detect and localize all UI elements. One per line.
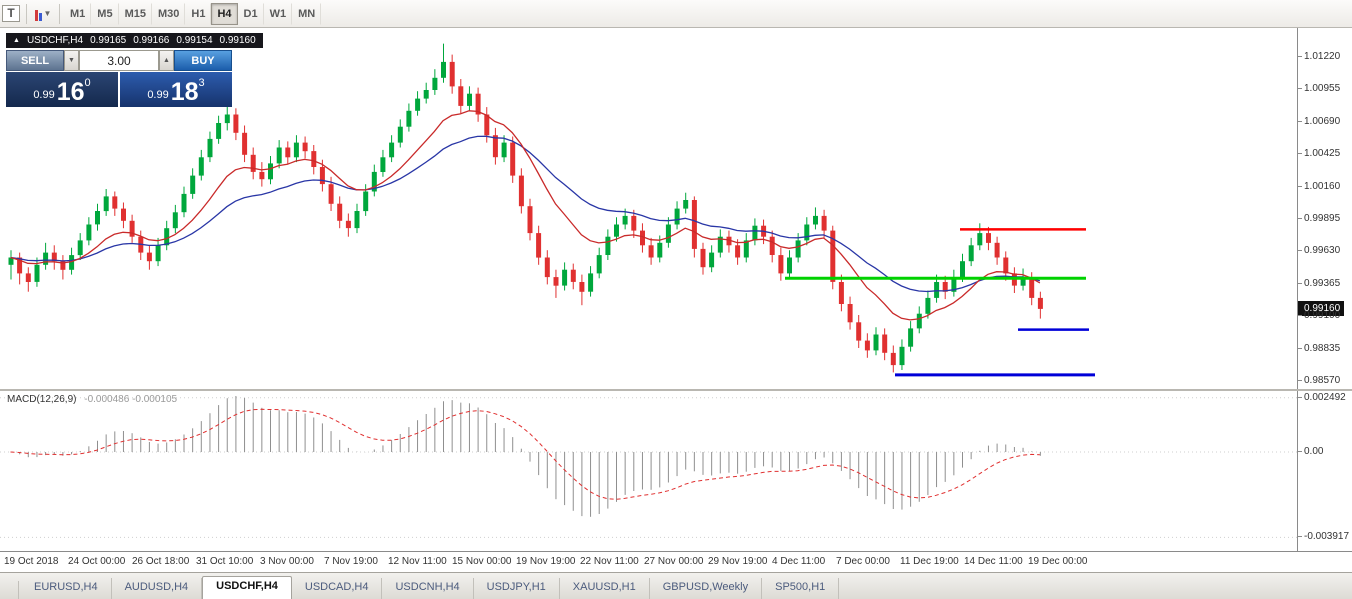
timeframe-button-w1[interactable]: W1 [264,2,293,25]
macd-indicator-panel[interactable]: MACD(12,26,9) -0.000486 -0.000105 0.0024… [0,391,1352,551]
chart-tab-xauusd-h1[interactable]: XAUUSD,H1 [560,578,650,599]
macd-label: MACD(12,26,9) [7,394,77,405]
sell-price-display[interactable]: 0.99 16 0 [6,72,118,107]
timeframe-button-mn[interactable]: MN [292,2,322,25]
toolbar-separator [59,3,60,24]
time-axis-label: 29 Nov 19:00 [708,556,768,567]
chart-tab-bar: EURUSD,H4 AUDUSD,H4 USDCHF,H4 USDCAD,H4 USDC… [0,572,1352,599]
chart-caption: ▲ USDCHF,H4 0.99165 0.99166 0.99154 0.99… [6,33,263,48]
macd-values: -0.000486 -0.000105 [84,394,178,405]
time-axis-label: 14 Dec 11:00 [964,556,1023,567]
chart-tab-usdchf-h4[interactable]: USDCHF,H4 [202,576,292,599]
chart-tab-audusd-h4[interactable]: AUDUSD,H4 [112,578,203,599]
chart-tab-usdcnh-h4[interactable]: USDCNH,H4 [382,578,474,599]
chart-tab-list: EURUSD,H4 AUDUSD,H4 USDCHF,H4 USDCAD,H4 USDC… [21,576,840,599]
buy-price-prefix: 0.99 [147,89,169,101]
chart-tab-eurusd-h4[interactable]: EURUSD,H4 [21,578,112,599]
price-axis-label: 0.98570 [1296,374,1341,386]
timeframe-button-m15[interactable]: M15 [119,2,152,25]
buy-button[interactable]: BUY [174,50,232,71]
chart-tab-sp500-h1[interactable]: SP500,H1 [762,578,840,599]
price-axis-label: 0.99895 [1296,212,1341,224]
price-axis-label: 1.00425 [1296,148,1341,160]
sell-price-prefix: 0.99 [33,89,55,101]
macd-axis-label: 0.002492 [1297,391,1346,403]
macd-axis-label: -0.003917 [1296,531,1350,543]
buy-price-display[interactable]: 0.99 18 3 [120,72,232,107]
macd-caption: MACD(12,26,9) -0.000486 -0.000105 [7,394,177,405]
price-axis-label: 0.99630 [1296,245,1341,257]
ohlc-high: 0.99166 [133,35,170,46]
toolbar: T ▼ M1 M5 M15 M30 H1 H4 D1 W1 MN [0,0,1352,28]
timeframe-button-m1[interactable]: M1 [64,2,92,25]
time-axis-label: 12 Nov 11:00 [388,556,447,567]
sell-price-sup: 0 [84,77,91,89]
time-axis-label: 19 Oct 2018 [4,556,59,567]
timeframe-button-group: M1 M5 M15 M30 H1 H4 D1 W1 MN [64,0,322,28]
macd-axis[interactable]: 0.002492 0.00 -0.003917 [1296,391,1352,551]
timeframe-button-m5[interactable]: M5 [91,2,119,25]
price-axis-label: 0.99100 [1296,310,1341,322]
price-axis-label: 1.00690 [1296,115,1341,127]
time-axis-label: 27 Nov 00:00 [644,556,704,567]
toolbar-separator [26,3,27,24]
time-axis-label: 11 Dec 19:00 [900,556,959,567]
chart-symbol-period: USDCHF,H4 [26,35,84,46]
time-axis-label: 26 Oct 18:00 [132,556,190,567]
new-chart-icon[interactable]: T [2,5,20,22]
one-click-trade-panel: SELL ▼ ▲ BUY 0.99 16 0 0.99 18 3 [6,50,232,107]
time-axis-label: 24 Oct 00:00 [68,556,126,567]
timeframe-button-m30[interactable]: M30 [152,2,186,25]
price-chart-panel[interactable]: ▲ USDCHF,H4 0.99165 0.99166 0.99154 0.99… [0,28,1352,389]
ohlc-open: 0.99165 [90,35,127,46]
chart-tab-usdcad-h4[interactable]: USDCAD,H4 [292,578,383,599]
buy-price-big: 18 [170,78,199,106]
volume-input[interactable] [79,50,159,71]
time-axis-label: 4 Dec 11:00 [772,556,826,567]
time-axis-label: 22 Nov 11:00 [580,556,639,567]
volume-increase-button[interactable]: ▲ [159,50,174,71]
time-axis-label: 15 Nov 00:00 [452,556,512,567]
sell-button[interactable]: SELL [6,50,64,71]
chart-tab-gbpusd-weekly[interactable]: GBPUSD,Weekly [650,578,763,599]
timeframe-button-h1[interactable]: H1 [185,2,212,25]
chevron-down-icon: ▼ [43,9,52,18]
buy-price-sup: 3 [198,77,205,89]
chart-tab-usdjpy-h1[interactable]: USDJPY,H1 [474,578,560,599]
ohlc-close: 0.99160 [219,35,256,46]
sell-price-big: 16 [56,78,85,106]
price-axis-label: 0.99365 [1296,277,1341,289]
time-axis-label: 7 Dec 00:00 [836,556,890,567]
price-axis-label: 1.00160 [1296,180,1341,192]
tab-bar-spacer [4,581,19,599]
time-axis-label: 31 Oct 10:00 [196,556,254,567]
time-axis-label: 19 Nov 19:00 [516,556,576,567]
timeframe-button-h4[interactable]: H4 [211,2,238,25]
current-price-badge: 0.99160 [1298,300,1344,316]
macd-plot[interactable] [0,391,1297,551]
chart-type-icon[interactable]: ▼ [33,4,53,24]
time-axis-label: 3 Nov 00:00 [260,556,314,567]
time-axis-label: 7 Nov 19:00 [324,556,378,567]
price-axis-label: 0.98835 [1296,342,1341,354]
candlestick-glyph [34,7,42,21]
price-axis-label: 1.01220 [1296,51,1341,62]
time-axis[interactable]: 19 Oct 2018 24 Oct 00:00 26 Oct 18:00 31 Oc… [0,551,1352,572]
price-axis-label: 1.00955 [1296,83,1341,95]
volume-decrease-button[interactable]: ▼ [64,50,79,71]
price-chart-plot[interactable] [0,28,1297,389]
timeframe-button-d1[interactable]: D1 [238,2,264,25]
ohlc-low: 0.99154 [176,35,213,46]
price-axis[interactable]: 0.99160 1.01220 1.00955 1.00690 1.00425 1.00… [1296,28,1352,389]
symbol-marker-icon: ▲ [13,36,20,44]
macd-axis-label: 0.00 [1296,446,1324,457]
time-axis-label: 19 Dec 00:00 [1028,556,1088,567]
